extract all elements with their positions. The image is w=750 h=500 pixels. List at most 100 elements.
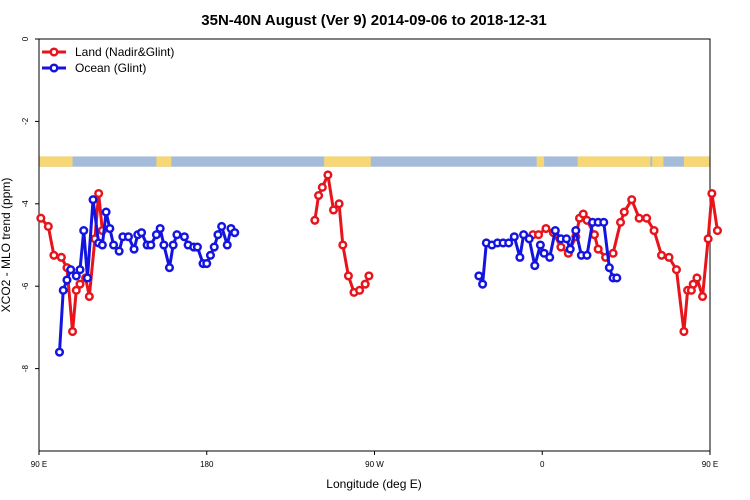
data-point (230, 228, 240, 238)
legend-marker (49, 63, 59, 73)
data-point (123, 232, 134, 242)
data-point (519, 230, 529, 240)
data-point (571, 226, 581, 236)
data-point (82, 273, 93, 283)
land-mask-band (39, 156, 710, 167)
data-point (105, 223, 115, 234)
data-point (524, 234, 534, 244)
data-point (310, 215, 320, 225)
data-point (36, 213, 46, 223)
data-point (213, 230, 223, 240)
data-point (129, 244, 139, 254)
x-tick-label: 90 E (702, 460, 718, 469)
data-point (707, 188, 717, 199)
land-band-segment (156, 156, 172, 167)
y-tick-label: 0 (21, 36, 30, 41)
data-point (504, 238, 514, 248)
x-tick-label: 90 W (365, 460, 384, 469)
series-line (313, 173, 371, 294)
data-point (146, 240, 156, 250)
land-band-segment (324, 156, 371, 167)
data-point (75, 265, 85, 275)
x-axis: 90 E 180 90 W 0 90 E (31, 451, 718, 469)
data-point (541, 223, 551, 234)
data-point (192, 242, 202, 252)
data-point (164, 263, 175, 273)
data-point (539, 248, 549, 258)
ocean-band (39, 156, 710, 167)
y-axis: 0 -2 -4 -6 -8 (21, 36, 39, 372)
land-band-segment (536, 156, 545, 167)
data-point (619, 207, 629, 217)
data-point (664, 252, 674, 262)
data-point (222, 240, 232, 250)
data-point (671, 265, 682, 275)
data-point (656, 250, 667, 260)
land-band-segment (652, 156, 664, 167)
data-point (478, 279, 488, 289)
data-point (209, 242, 219, 252)
data-point (114, 246, 124, 256)
data-point (75, 279, 85, 289)
data-point (343, 271, 353, 281)
data-point (84, 291, 94, 302)
data-point (697, 291, 708, 302)
data-point (515, 252, 525, 262)
y-tick-label: -4 (21, 200, 30, 208)
data-point (155, 223, 165, 234)
data-point (136, 228, 147, 238)
data-point (627, 195, 637, 205)
data-point (71, 285, 81, 295)
data-point (49, 250, 59, 260)
data-point (355, 285, 365, 295)
data-point (561, 234, 572, 244)
plot-area (38, 38, 711, 452)
data-point (509, 232, 519, 242)
data-point (54, 347, 65, 357)
data-point (615, 217, 626, 227)
data-point (545, 252, 555, 262)
data-point (217, 221, 227, 232)
land-band-segment (39, 156, 73, 167)
data-point (642, 213, 652, 223)
data-point (151, 230, 161, 240)
data-point (593, 244, 603, 254)
data-point (688, 279, 698, 289)
data-point (565, 244, 575, 254)
data-point (314, 191, 324, 201)
legend-marker (49, 47, 59, 57)
data-point (97, 240, 107, 250)
x-tick-label: 90 E (31, 460, 47, 469)
data-point (88, 195, 98, 205)
data-point (612, 273, 622, 283)
data-point (101, 207, 111, 217)
data-point (79, 226, 89, 236)
y-tick-label: -2 (21, 117, 30, 125)
land-band-segment (577, 156, 651, 167)
data-point (71, 271, 81, 281)
data-point (360, 279, 370, 289)
data-point (109, 240, 119, 250)
data-point (679, 326, 689, 337)
data-point (599, 217, 609, 227)
data-point (334, 199, 344, 209)
data-point (94, 188, 104, 199)
data-point (364, 271, 374, 281)
data-point (172, 230, 182, 240)
data-point (58, 285, 68, 295)
data-point (168, 240, 178, 250)
data-point (608, 248, 618, 258)
data-point (43, 221, 53, 232)
data-point (550, 226, 560, 236)
data-point (62, 275, 72, 285)
data-point (338, 240, 348, 250)
data-point (56, 252, 66, 262)
data-point (604, 263, 614, 273)
legend-label: Ocean (Glint) (75, 61, 146, 75)
data-point (474, 271, 484, 281)
data-point (535, 240, 545, 250)
data-point (68, 326, 78, 337)
data-point (533, 230, 544, 240)
